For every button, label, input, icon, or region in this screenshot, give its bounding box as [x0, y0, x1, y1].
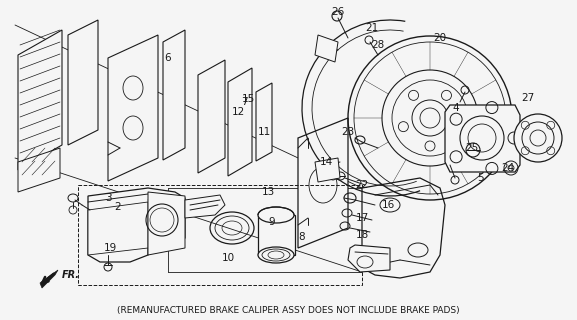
Polygon shape [185, 195, 225, 218]
Polygon shape [362, 178, 445, 278]
Text: 10: 10 [222, 253, 235, 263]
Text: 17: 17 [355, 213, 369, 223]
Text: 9: 9 [269, 217, 275, 227]
Text: 15: 15 [241, 94, 254, 104]
Text: (REMANUFACTURED BRAKE CALIPER ASSY DOES NOT INCLUDE BRAKE PADS): (REMANUFACTURED BRAKE CALIPER ASSY DOES … [117, 306, 460, 315]
Text: 26: 26 [331, 7, 344, 17]
Text: 13: 13 [261, 187, 275, 197]
Polygon shape [348, 245, 390, 272]
Polygon shape [88, 188, 185, 262]
Polygon shape [228, 68, 252, 176]
Polygon shape [198, 60, 225, 173]
Polygon shape [445, 105, 520, 172]
Polygon shape [298, 118, 348, 248]
Text: 18: 18 [355, 230, 369, 240]
Text: 24: 24 [501, 163, 515, 173]
Text: 16: 16 [381, 200, 395, 210]
Ellipse shape [258, 247, 294, 263]
Text: 5: 5 [478, 173, 484, 183]
Polygon shape [163, 30, 185, 160]
Polygon shape [108, 35, 158, 181]
Text: 12: 12 [231, 107, 245, 117]
Polygon shape [315, 35, 338, 62]
Ellipse shape [514, 114, 562, 162]
Polygon shape [315, 158, 340, 182]
Polygon shape [88, 202, 148, 255]
Ellipse shape [258, 207, 294, 223]
Text: 7: 7 [241, 97, 248, 107]
Text: 20: 20 [433, 33, 447, 43]
Text: 21: 21 [365, 23, 379, 33]
Polygon shape [256, 83, 272, 161]
Polygon shape [148, 192, 185, 255]
Text: FR.: FR. [62, 270, 80, 280]
Polygon shape [18, 148, 60, 192]
Polygon shape [18, 30, 62, 170]
Text: 22: 22 [355, 180, 369, 190]
Text: 23: 23 [342, 127, 355, 137]
Text: 25: 25 [466, 143, 479, 153]
Text: 3: 3 [104, 193, 111, 203]
Text: 11: 11 [257, 127, 271, 137]
Text: 27: 27 [522, 93, 535, 103]
Text: 19: 19 [103, 243, 117, 253]
Text: 28: 28 [372, 40, 385, 50]
Text: 14: 14 [320, 157, 332, 167]
Polygon shape [40, 270, 58, 288]
Text: 4: 4 [453, 103, 459, 113]
Text: 6: 6 [164, 53, 171, 63]
Polygon shape [258, 215, 295, 255]
Text: 8: 8 [299, 232, 305, 242]
Text: 2: 2 [115, 202, 121, 212]
Polygon shape [68, 20, 98, 145]
